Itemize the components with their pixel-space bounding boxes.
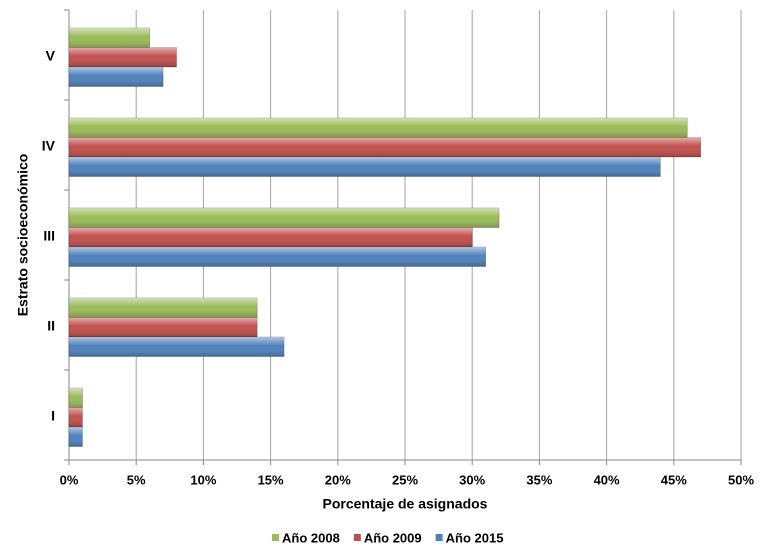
y-tick-label: II [47, 318, 55, 334]
bar-shade [69, 427, 83, 447]
legend-swatch [353, 534, 361, 541]
x-tick-label: 35% [526, 472, 552, 487]
legend-swatch [272, 534, 279, 541]
bar-shade [69, 227, 473, 247]
bar-shade [69, 118, 688, 138]
x-tick-label: 10% [190, 472, 216, 487]
y-tick-label: I [51, 408, 55, 424]
x-tick-label: 5% [127, 472, 146, 487]
x-tick-label: 45% [661, 472, 687, 487]
bar-shade [69, 47, 177, 67]
x-tick-label: 50% [728, 472, 754, 487]
x-tick-label: 25% [392, 472, 418, 487]
x-tick-label: 30% [459, 472, 485, 487]
bar-shade [69, 388, 83, 408]
bar-shade [69, 247, 486, 267]
legend-swatch [435, 534, 443, 541]
y-tick-label: III [43, 228, 55, 244]
bar-shade [69, 28, 150, 48]
bar-shade [69, 137, 701, 157]
bar-shade [69, 67, 164, 87]
x-tick-label: 15% [258, 472, 284, 487]
x-tick-label: 20% [325, 472, 351, 487]
legend-label: Año 2009 [364, 530, 422, 545]
bar-shade [69, 337, 285, 357]
bar-shade [69, 298, 258, 318]
bar-shade [69, 407, 83, 427]
legend-label: Año 2008 [282, 530, 340, 545]
x-tick-label: 0% [60, 472, 79, 487]
y-axis-label: Estrato socioeconómico [15, 154, 31, 317]
y-tick-label: V [46, 48, 56, 64]
legend-label: Año 2015 [446, 530, 504, 545]
bar-shade [69, 157, 661, 177]
bar-shade [69, 317, 258, 337]
y-tick-label: IV [42, 138, 56, 154]
x-axis-label: Porcentaje de asignados [323, 496, 488, 512]
bar-shade [69, 208, 500, 228]
x-tick-label: 40% [594, 472, 620, 487]
